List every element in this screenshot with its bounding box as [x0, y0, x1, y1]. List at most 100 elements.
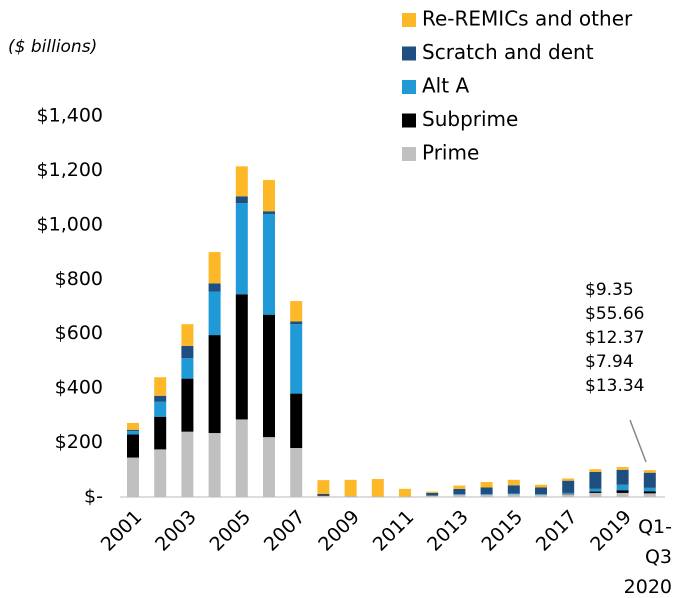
- bar-segment: [562, 494, 575, 497]
- bar-segment: [290, 448, 303, 497]
- bar-segment: [480, 487, 493, 495]
- bar-segment: [208, 433, 221, 497]
- bar-segment: [453, 494, 466, 495]
- bar-segment: [290, 301, 303, 322]
- bar-segment: [399, 488, 411, 497]
- bar-segment: [127, 422, 139, 430]
- bar-segment: [290, 321, 303, 325]
- bar-segment: [235, 294, 248, 420]
- bar-segment: [181, 378, 194, 432]
- bar-segment: [181, 324, 194, 346]
- bar-segment: [154, 395, 167, 402]
- bar-segment: [317, 495, 330, 497]
- bar-segment: [344, 479, 357, 497]
- bar-segment: [616, 490, 629, 493]
- bar-segment: [181, 358, 194, 379]
- y-axis-label: ($ billions): [8, 37, 97, 57]
- bar-segment: [480, 482, 493, 488]
- legend-swatch: [402, 147, 416, 161]
- x-tick-label: 2001: [97, 506, 147, 556]
- leader-line: [629, 419, 647, 463]
- y-tick-label: $1,200: [37, 159, 103, 181]
- bar-segment: [562, 492, 575, 494]
- bar-segment: [127, 429, 139, 432]
- bar-segment: [535, 494, 547, 495]
- bar-segment: [507, 493, 520, 495]
- bar-segment: [208, 291, 221, 336]
- bar-segment: [453, 494, 466, 497]
- bar-segment: [507, 485, 520, 494]
- bar-segment: [589, 471, 602, 489]
- legend-label: Scratch and dent: [422, 40, 594, 64]
- bar-segment: [317, 480, 330, 494]
- bar-segment: [507, 479, 520, 486]
- bar-segment: [562, 478, 575, 481]
- bar-segment: [208, 335, 221, 434]
- bar-segment: [426, 492, 439, 496]
- bar-segment: [616, 484, 629, 491]
- legend-swatch: [402, 80, 416, 94]
- legend-swatch: [402, 13, 416, 27]
- bar-segment: [263, 179, 275, 212]
- bar-segment: [453, 488, 466, 495]
- x-tick-label: 2009: [314, 506, 364, 556]
- bar-segment: [154, 449, 167, 497]
- bar-segment: [643, 472, 656, 488]
- bar-segment: [127, 457, 139, 497]
- bar-segment: [480, 494, 493, 495]
- y-tick-label: $200: [55, 431, 103, 453]
- x-tick-label: 2019: [586, 506, 636, 556]
- legend-swatch: [402, 113, 416, 128]
- bar-segment: [154, 416, 167, 450]
- y-tick-label: $400: [55, 377, 103, 399]
- bar-segment: [181, 431, 194, 497]
- legend-label: Subprime: [422, 107, 518, 131]
- bar-segment: [154, 401, 167, 417]
- bar-segment: [426, 495, 439, 497]
- bar-segment: [589, 492, 602, 497]
- data-label: $55.66: [585, 304, 644, 324]
- x-tick-label: 2017: [532, 506, 582, 556]
- x-tick-label: 2005: [205, 506, 255, 556]
- bar-segment: [562, 480, 575, 493]
- x-tick-label: 2011: [369, 506, 419, 556]
- x-tick-label: 2013: [423, 506, 473, 556]
- bar-segment: [480, 494, 493, 497]
- data-label: $12.37: [585, 328, 644, 348]
- bar-segment: [127, 434, 139, 458]
- bar-segment: [616, 467, 629, 470]
- bar-segment: [589, 491, 602, 493]
- bar-segment: [453, 485, 466, 489]
- y-tick-label: $800: [55, 268, 103, 290]
- bar-segment: [235, 166, 248, 197]
- bar-segment: [589, 469, 602, 472]
- bar-segment: [235, 196, 248, 204]
- data-label: $9.35: [585, 280, 634, 300]
- bar-segment: [535, 494, 547, 497]
- bar-segment: [317, 493, 330, 495]
- data-label: $7.94: [585, 352, 634, 372]
- bar-segment: [535, 487, 547, 495]
- bar-segment: [643, 487, 656, 492]
- bar-segment: [616, 492, 629, 497]
- y-tick-label: $1,000: [37, 213, 103, 235]
- bar-segment: [643, 470, 656, 473]
- bar-segment: [235, 203, 248, 295]
- bar-segment: [290, 324, 303, 394]
- y-tick-label: $600: [55, 322, 103, 344]
- bar-segment: [263, 437, 275, 497]
- y-tick-label: $1,400: [37, 105, 103, 127]
- x-tick-label: Q1-Q3 2020: [624, 516, 672, 598]
- bar-segment: [154, 377, 167, 396]
- data-label: $13.34: [585, 376, 644, 396]
- bar-segment: [263, 211, 275, 214]
- bar-segment: [208, 283, 221, 292]
- bar-segment: [616, 469, 629, 485]
- bar-segment: [589, 488, 602, 492]
- bar-segment: [181, 345, 194, 359]
- x-tick-label: 2007: [260, 506, 310, 556]
- y-tick-label: $-: [84, 486, 103, 508]
- bar-segment: [263, 213, 275, 315]
- bar-segment: [643, 493, 656, 497]
- x-tick-label: 2015: [477, 506, 527, 556]
